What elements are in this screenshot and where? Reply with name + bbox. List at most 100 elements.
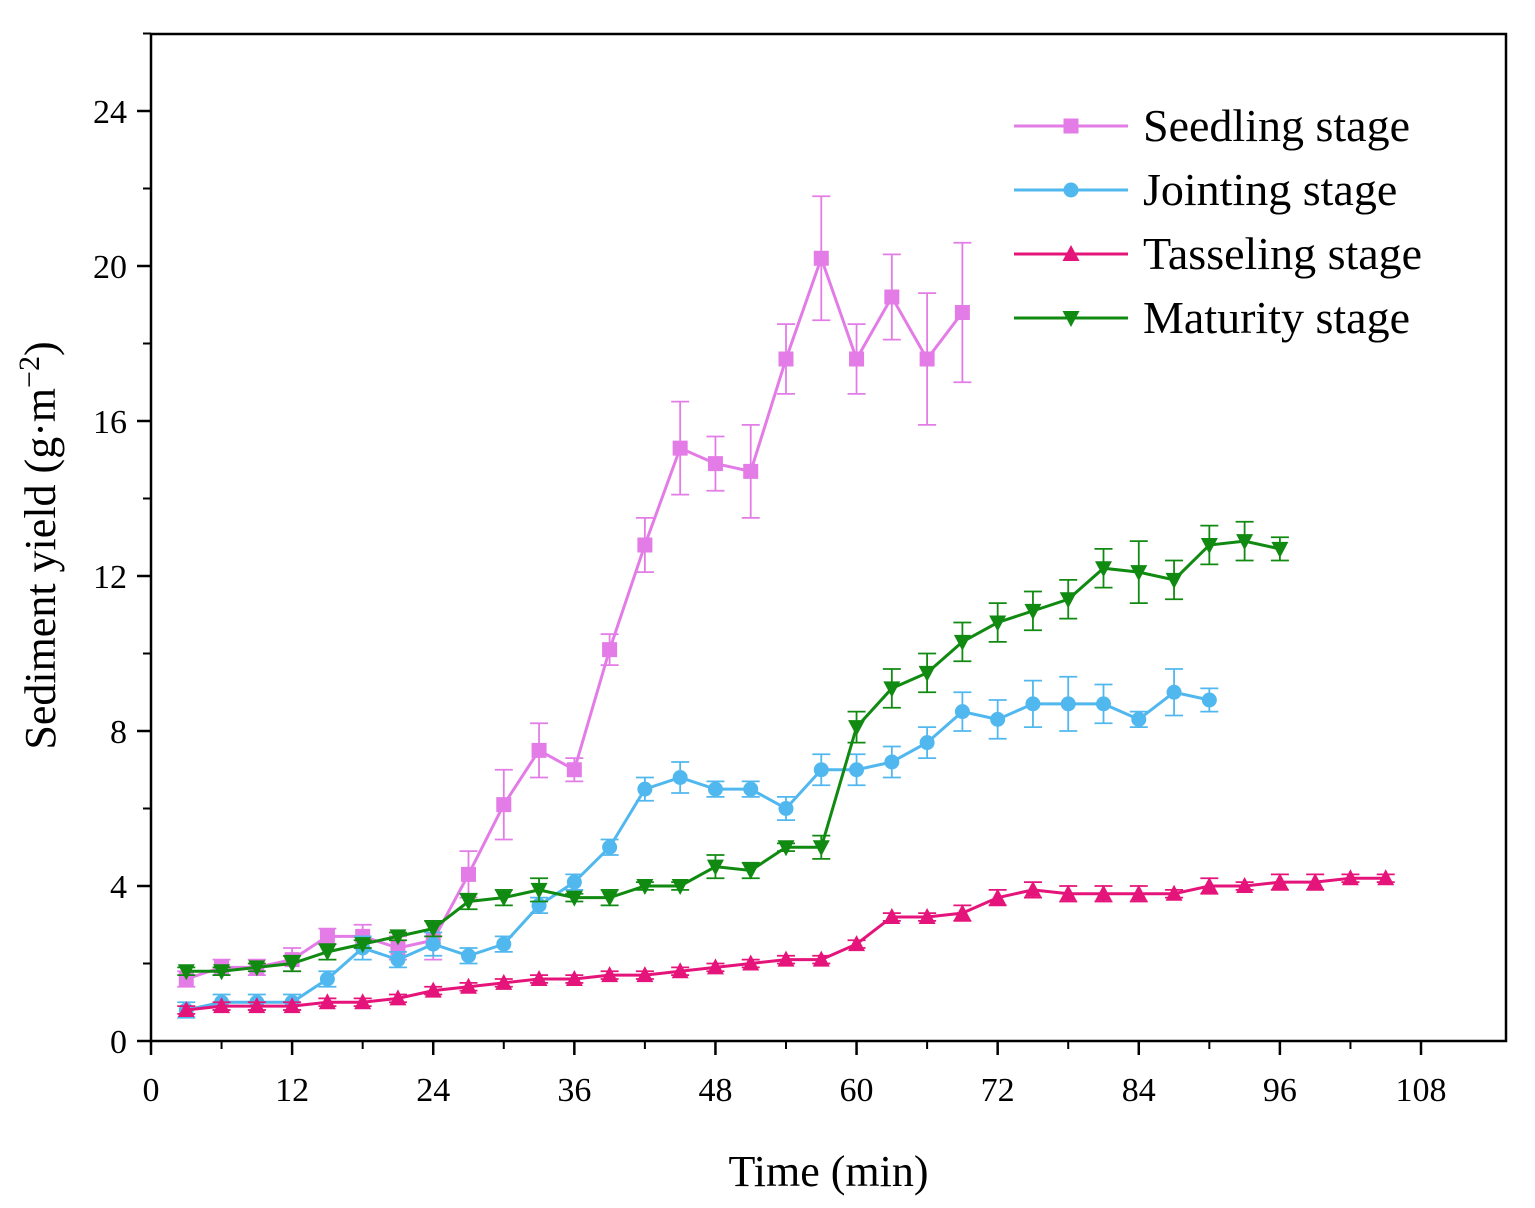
data-point: [461, 948, 476, 964]
legend-label: Seedling stage: [1143, 100, 1410, 151]
data-point: [1025, 696, 1041, 712]
x-tick-label: 96: [1263, 1072, 1297, 1109]
data-point: [354, 993, 372, 1010]
data-point: [918, 908, 936, 924]
data-point: [283, 997, 301, 1014]
data-point: [778, 351, 794, 367]
data-point: [883, 908, 901, 924]
data-point: [565, 970, 583, 986]
data-point: [425, 936, 441, 952]
data-point: [1060, 696, 1076, 712]
legend: Seedling stage Jointing stage Tasseling st…: [1014, 100, 1422, 343]
series-maturity-stage: [177, 520, 1289, 981]
y-axis-label-main: Sediment yield (g·m: [16, 388, 65, 750]
data-point: [742, 863, 760, 880]
legend-marker: [1063, 182, 1079, 198]
y-tick-label: 8: [110, 714, 127, 751]
data-point: [1306, 873, 1324, 890]
data-point: [672, 440, 688, 456]
data-point: [812, 840, 830, 857]
data-point: [1024, 880, 1042, 897]
data-point: [602, 839, 618, 855]
data-point: [706, 958, 724, 975]
data-point: [1059, 884, 1077, 901]
x-tick-label: 72: [981, 1072, 1015, 1109]
series-line: [186, 539, 1281, 973]
data-point: [813, 250, 829, 266]
data-point: [531, 742, 547, 758]
data-point: [953, 634, 971, 651]
data-point: [177, 964, 195, 981]
data-point: [177, 1001, 195, 1017]
y-tick-label: 12: [93, 559, 127, 596]
data-point: [990, 711, 1006, 727]
data-point: [849, 762, 865, 778]
data-point: [743, 463, 759, 479]
data-point: [637, 781, 653, 797]
data-point: [636, 879, 654, 895]
data-point: [671, 879, 689, 895]
data-point: [1341, 869, 1359, 886]
data-point: [778, 801, 794, 816]
data-point: [389, 929, 407, 946]
data-point: [1059, 592, 1077, 609]
data-point: [1165, 572, 1183, 589]
data-point: [248, 997, 266, 1014]
data-point: [318, 944, 336, 961]
data-point: [1095, 884, 1112, 901]
data-point: [954, 704, 970, 720]
data-point: [495, 973, 513, 990]
x-tick-label: 84: [1122, 1072, 1156, 1109]
data-point: [248, 960, 266, 977]
data-point: [742, 954, 760, 971]
y-tick-label: 16: [93, 404, 127, 441]
series-seedling-stage: [177, 195, 972, 988]
data-point: [884, 289, 900, 305]
data-point: [530, 970, 548, 986]
x-tick-label: 60: [840, 1072, 874, 1109]
y-axis-label: Sediment yield (g·m−2): [13, 341, 65, 749]
data-point: [318, 993, 336, 1010]
data-point: [389, 989, 407, 1006]
data-point: [919, 351, 935, 367]
legend-entry: Tasseling stage: [1014, 228, 1422, 279]
data-point: [496, 797, 512, 813]
data-point: [918, 665, 936, 682]
data-point: [848, 935, 866, 952]
data-point: [672, 770, 688, 785]
legend-entry: Seedling stage: [1014, 100, 1410, 151]
data-point: [1271, 873, 1289, 890]
data-point: [601, 890, 619, 907]
x-tick-label: 12: [275, 1072, 309, 1109]
data-point: [530, 882, 548, 899]
data-point: [1236, 877, 1254, 893]
x-tick-label: 36: [557, 1072, 591, 1109]
data-point: [566, 874, 582, 890]
data-point: [283, 956, 301, 973]
data-point: [884, 754, 900, 770]
legend-label: Jointing stage: [1143, 164, 1397, 215]
x-tick-label: 108: [1396, 1072, 1447, 1109]
data-point: [1377, 869, 1395, 886]
data-point: [1236, 534, 1254, 551]
data-point: [1271, 541, 1289, 558]
legend-marker: [1062, 311, 1080, 327]
legend-entry: Jointing stage: [1014, 164, 1397, 215]
data-point: [1095, 561, 1112, 578]
data-point: [849, 351, 865, 367]
series-tasseling-stage: [177, 869, 1395, 1017]
data-point: [565, 890, 583, 907]
y-tick-label: 0: [110, 1024, 127, 1061]
data-point: [601, 966, 619, 983]
data-point: [989, 615, 1007, 632]
legend-label: Tasseling stage: [1143, 228, 1422, 279]
data-point: [777, 840, 795, 857]
data-point: [848, 720, 866, 737]
data-point: [989, 888, 1007, 905]
data-point: [496, 936, 512, 952]
data-point: [1096, 696, 1111, 712]
data-point: [707, 781, 723, 797]
data-point: [637, 537, 653, 553]
